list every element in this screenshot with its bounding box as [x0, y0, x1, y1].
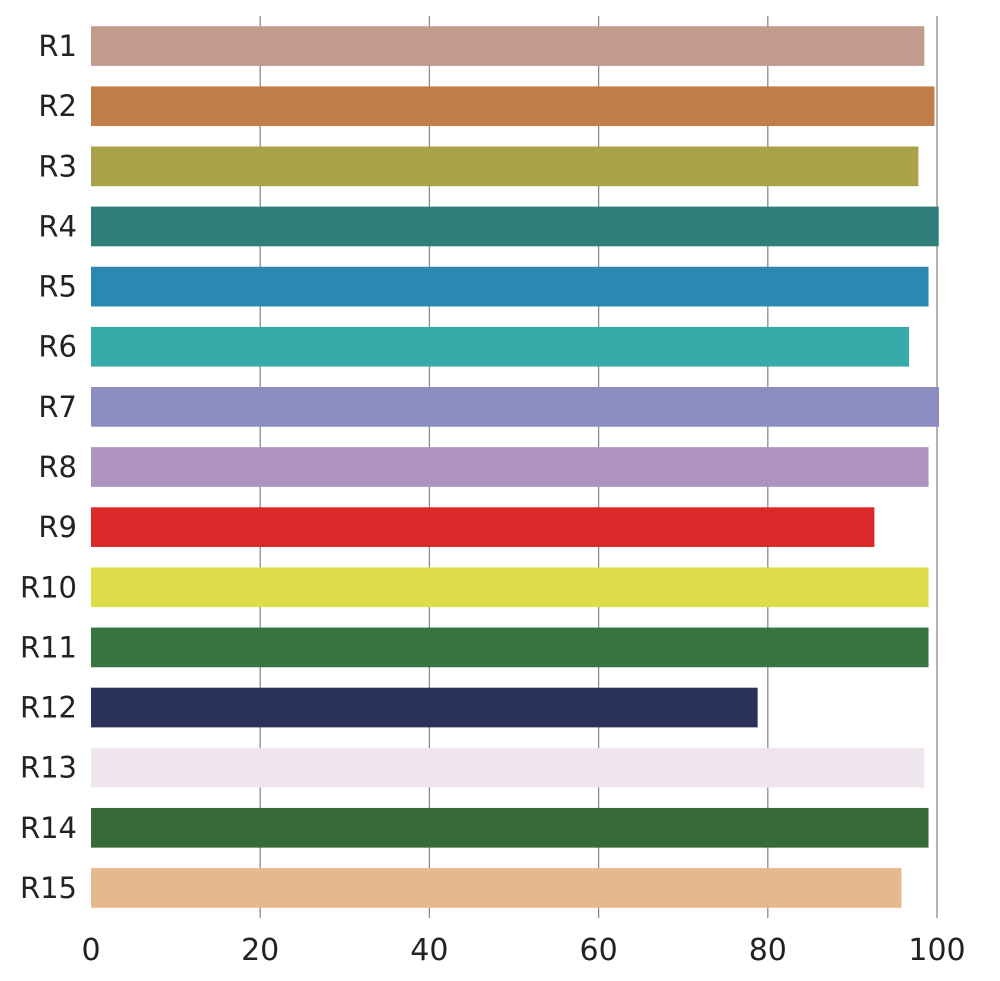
category-label: R2: [38, 89, 77, 123]
category-label: R5: [38, 270, 77, 304]
bars: [91, 26, 939, 908]
bar-r3: [91, 146, 919, 187]
x-tick-label: 20: [241, 933, 279, 968]
bar-r8: [91, 447, 929, 487]
bar-r14: [91, 807, 929, 848]
x-tick-labels: 0 20 40 60 80 100: [81, 933, 965, 968]
category-label: R10: [20, 570, 77, 604]
bar-r1: [91, 26, 925, 66]
x-tick-label: 0: [81, 933, 100, 968]
bar-r9: [91, 507, 875, 547]
category-label: R12: [20, 691, 77, 725]
x-tick-label: 80: [749, 933, 787, 968]
category-label: R4: [38, 209, 77, 243]
bar-r6: [91, 326, 910, 367]
bar-r2: [91, 86, 935, 127]
x-tick-label: 100: [908, 933, 965, 968]
bar-r7: [91, 387, 939, 427]
category-label: R6: [38, 330, 77, 364]
category-label: R11: [20, 630, 77, 664]
bar-r12: [91, 687, 758, 728]
category-labels: R1 R2 R3 R4 R5 R6 R7 R8 R9 R10 R11 R12 R13 R14 R15: [20, 29, 77, 905]
category-label: R13: [20, 751, 77, 785]
x-tick-label: 60: [580, 933, 618, 968]
bar-r10: [91, 567, 929, 608]
category-label: R14: [20, 811, 77, 845]
category-label: R9: [38, 510, 77, 544]
x-tick-label: 40: [410, 933, 448, 968]
category-label: R8: [38, 450, 77, 484]
category-label: R15: [20, 871, 77, 905]
category-label: R3: [38, 149, 77, 183]
category-label: R7: [38, 390, 77, 424]
bar-r4: [91, 206, 939, 247]
bar-r13: [91, 747, 925, 788]
bar-r15: [91, 868, 902, 908]
bar-r5: [91, 266, 929, 307]
bar-r11: [91, 627, 929, 668]
category-label: R1: [38, 29, 77, 63]
